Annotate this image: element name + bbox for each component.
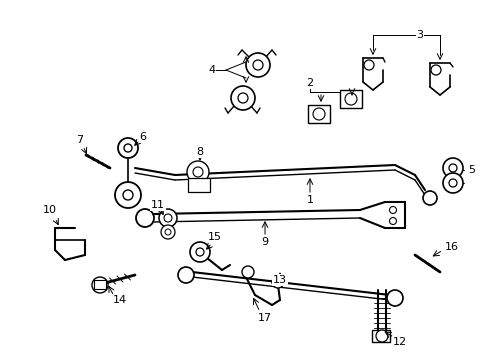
Text: 15: 15 [207, 232, 222, 242]
Text: 4: 4 [208, 65, 215, 75]
Circle shape [242, 266, 253, 278]
Circle shape [448, 179, 456, 187]
Circle shape [115, 182, 141, 208]
Bar [307, 105, 329, 123]
Text: 9: 9 [261, 237, 268, 247]
Circle shape [345, 93, 356, 105]
Circle shape [196, 248, 203, 256]
Circle shape [92, 277, 108, 293]
Circle shape [161, 225, 175, 239]
Text: 17: 17 [257, 313, 271, 323]
Circle shape [312, 108, 325, 120]
Circle shape [186, 161, 208, 183]
Text: 12: 12 [392, 337, 406, 347]
Circle shape [124, 144, 132, 152]
Text: 11: 11 [151, 200, 164, 210]
Text: 16: 16 [444, 242, 458, 252]
Circle shape [164, 229, 171, 235]
Circle shape [190, 242, 209, 262]
Bar [94, 280, 106, 289]
Text: 8: 8 [196, 147, 203, 157]
Circle shape [193, 167, 203, 177]
Text: 10: 10 [43, 205, 57, 215]
Bar [371, 330, 389, 342]
Circle shape [136, 209, 154, 227]
Bar [187, 178, 209, 192]
Text: 1: 1 [306, 195, 313, 205]
Circle shape [448, 164, 456, 172]
Circle shape [375, 330, 387, 342]
Circle shape [422, 191, 436, 205]
Circle shape [252, 60, 263, 70]
Circle shape [442, 158, 462, 178]
Circle shape [271, 276, 284, 288]
Circle shape [230, 86, 254, 110]
Circle shape [123, 190, 133, 200]
Circle shape [159, 209, 177, 227]
Text: 14: 14 [113, 295, 127, 305]
Circle shape [430, 65, 440, 75]
Text: 2: 2 [306, 78, 313, 88]
Circle shape [363, 60, 373, 70]
Text: 5: 5 [468, 165, 474, 175]
Text: 3: 3 [416, 30, 423, 40]
Text: 7: 7 [76, 135, 83, 145]
Circle shape [389, 207, 396, 213]
Circle shape [386, 290, 402, 306]
Text: 6: 6 [139, 132, 146, 142]
Circle shape [245, 53, 269, 77]
Circle shape [442, 173, 462, 193]
Circle shape [389, 217, 396, 225]
Text: 13: 13 [272, 275, 286, 285]
Circle shape [163, 214, 172, 222]
Circle shape [178, 267, 194, 283]
Circle shape [238, 93, 247, 103]
Circle shape [118, 138, 138, 158]
Bar [339, 90, 361, 108]
